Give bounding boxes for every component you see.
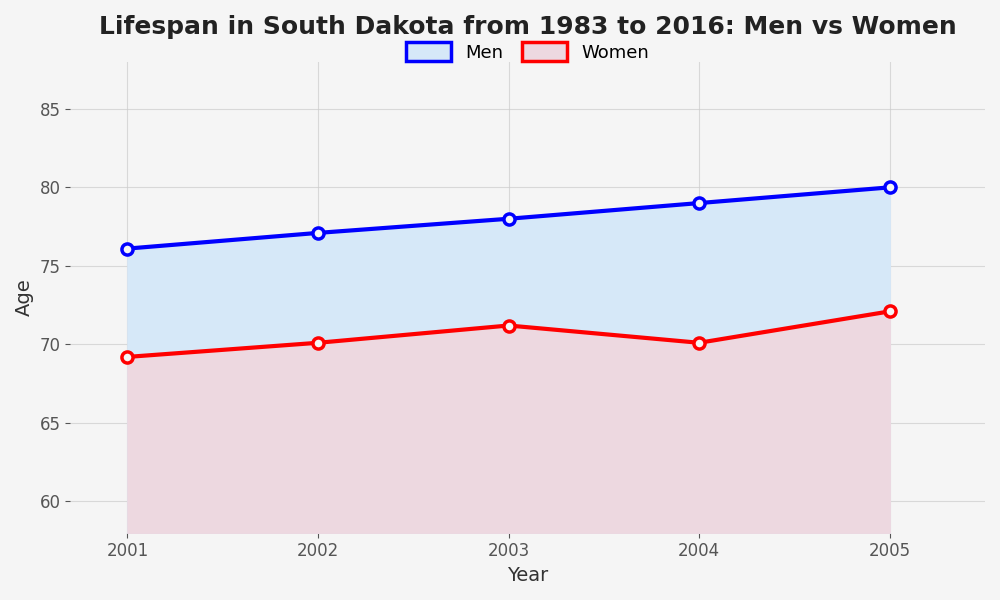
Y-axis label: Age: Age xyxy=(15,278,34,316)
X-axis label: Year: Year xyxy=(507,566,548,585)
Title: Lifespan in South Dakota from 1983 to 2016: Men vs Women: Lifespan in South Dakota from 1983 to 20… xyxy=(99,15,957,39)
Legend: Men, Women: Men, Women xyxy=(397,33,658,71)
